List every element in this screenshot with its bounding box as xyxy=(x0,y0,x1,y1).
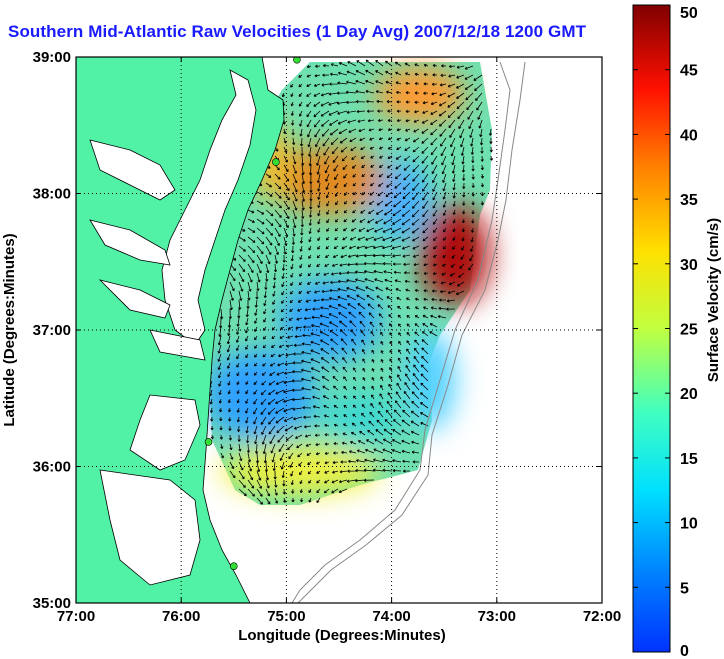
y-tick-label: 35:00 xyxy=(33,595,71,612)
station-marker xyxy=(272,158,280,166)
station-marker xyxy=(293,57,301,64)
colorbar-label: Surface Velocity (cm/s) xyxy=(705,218,722,382)
colorbar-tick-label: 0 xyxy=(680,643,689,659)
colorbar-tick-label: 10 xyxy=(680,516,698,533)
station-marker xyxy=(230,562,238,570)
colorbar-tick-label: 35 xyxy=(680,192,698,209)
x-axis-ticks: 77:00 76:00 75:00 74:00 73:00 72:00 xyxy=(57,57,621,625)
x-tick-label: 74:00 xyxy=(372,608,410,625)
y-axis-label: Latitude (Degrees:Minutes) xyxy=(1,233,18,426)
y-tick-label: 39:00 xyxy=(33,49,71,66)
depth-contours xyxy=(291,61,526,603)
y-tick-label: 38:00 xyxy=(33,186,71,203)
colorbar-ticks: 0 5 10 15 20 25 30 35 40 45 50 xyxy=(633,4,698,659)
x-tick-label: 73:00 xyxy=(478,608,516,625)
y-axis-ticks: 35:00 36:00 37:00 38:00 39:00 xyxy=(33,49,602,612)
x-tick-label: 76:00 xyxy=(162,608,200,625)
colorbar-tick-label: 45 xyxy=(680,63,698,80)
station-markers xyxy=(204,57,301,570)
y-tick-label: 36:00 xyxy=(33,459,71,476)
colorbar-tick-label: 15 xyxy=(680,451,698,468)
colorbar-tick-label: 25 xyxy=(680,322,698,339)
colorbar-tick-label: 50 xyxy=(680,5,698,22)
x-tick-label: 72:00 xyxy=(583,608,621,625)
colorbar-tick-label: 30 xyxy=(680,257,698,274)
station-marker xyxy=(204,438,213,446)
colorbar-tick-label: 40 xyxy=(680,127,698,144)
grid-lines xyxy=(76,57,602,603)
x-axis-label: Longitude (Degrees:Minutes) xyxy=(238,627,446,644)
colorbar xyxy=(632,4,671,653)
x-tick-label: 77:00 xyxy=(57,608,95,625)
y-tick-label: 37:00 xyxy=(33,322,71,339)
bay-water xyxy=(89,69,257,586)
colorbar-tick-label: 5 xyxy=(680,580,689,597)
map-title: Southern Mid-Atlantic Raw Velocities (1 … xyxy=(8,22,587,41)
colorbar-tick-label: 20 xyxy=(680,386,698,403)
velocity-field xyxy=(205,59,494,505)
x-tick-label: 75:00 xyxy=(267,608,305,625)
